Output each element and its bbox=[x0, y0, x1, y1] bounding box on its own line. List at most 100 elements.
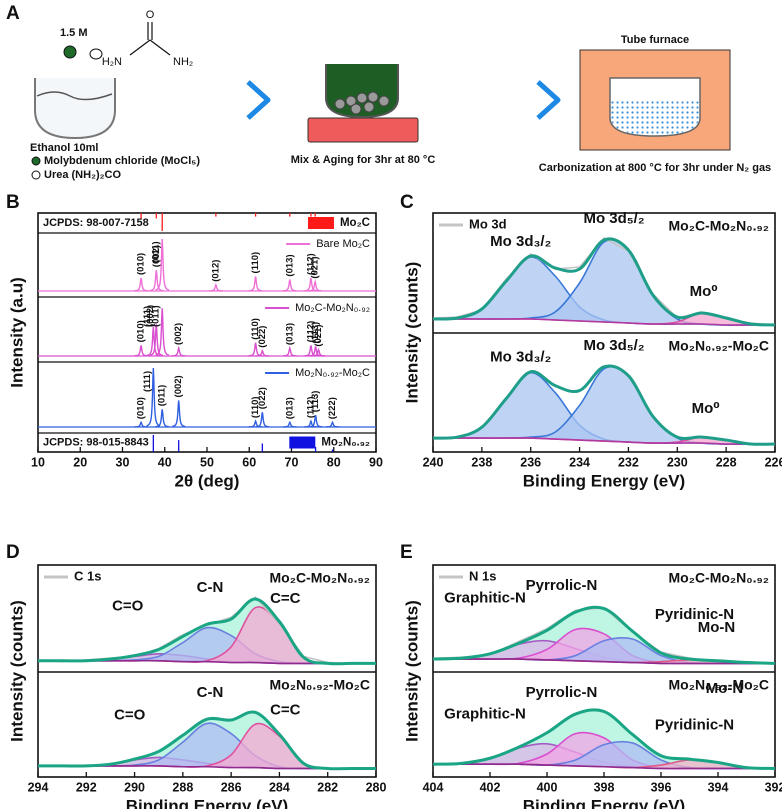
diffraction-peak bbox=[134, 420, 148, 428]
legend-text: Urea (NH₂)₂CO bbox=[44, 169, 121, 181]
envelope-line bbox=[432, 708, 776, 770]
y-axis-title: Intensity (a.u) bbox=[7, 277, 26, 388]
step-text: Mix & Aging for 3hr at 80 °C bbox=[291, 154, 436, 166]
urea-dot bbox=[89, 48, 103, 60]
x-tick-label: 286 bbox=[221, 780, 242, 794]
hkl-label: (113) bbox=[310, 391, 321, 413]
hkl-label: (013) bbox=[284, 254, 295, 276]
diffraction-peak bbox=[304, 277, 318, 292]
legend-text: Molybdenum chloride (MoCl₅) bbox=[44, 155, 200, 167]
component-area bbox=[433, 256, 775, 326]
component-area bbox=[433, 759, 775, 769]
atom: H₂N bbox=[102, 56, 122, 68]
y-axis-title: Intensity (counts) bbox=[402, 600, 421, 742]
hkl-label: (010) bbox=[136, 397, 147, 419]
hkl-label: (012) bbox=[210, 260, 221, 282]
schematic: A 1.5 M O H₂N NH₂ Ethanol 10ml Molybdenu… bbox=[6, 3, 771, 181]
peak-label: Graphitic-N bbox=[444, 589, 526, 606]
hkl-label: (002) bbox=[173, 375, 184, 397]
peak-label: Mo-N bbox=[698, 619, 736, 636]
x-axis-title: Binding Energy (eV) bbox=[126, 796, 288, 809]
panel-letter: A bbox=[6, 3, 20, 24]
peak-label: C=C bbox=[270, 590, 301, 607]
x-tick-label: 284 bbox=[269, 780, 290, 794]
peak-label: C=O bbox=[112, 597, 144, 614]
hkl-label: (222) bbox=[327, 397, 338, 419]
powder bbox=[611, 100, 699, 135]
arrow-head bbox=[246, 80, 271, 120]
diffraction-peak bbox=[149, 324, 164, 357]
hkl-label: (002) bbox=[145, 305, 156, 327]
diffraction-peak bbox=[209, 282, 223, 292]
envelope-line bbox=[38, 597, 376, 666]
diffraction-peak bbox=[308, 346, 323, 357]
legend-swatch bbox=[289, 436, 316, 449]
hotplate bbox=[307, 117, 419, 143]
diffraction-peak bbox=[308, 415, 323, 428]
peak-label: C=C bbox=[270, 701, 301, 718]
diffraction-peak bbox=[255, 412, 270, 428]
stir-balls bbox=[334, 91, 390, 115]
hkl-label: (110) bbox=[250, 252, 261, 274]
sample-label: Mo₂C-Mo₂N₀.₉₂ bbox=[669, 570, 769, 586]
x-axis-title: 2θ (deg) bbox=[175, 471, 240, 490]
background-line bbox=[433, 437, 775, 445]
step-text: Carbonization at 800 °C for 3hr under N₂… bbox=[539, 162, 771, 174]
hkl-label: (010) bbox=[136, 320, 147, 342]
reference-label: JCPDS: 98-007-7158 bbox=[43, 217, 149, 229]
peak-label: Mo⁰ bbox=[690, 283, 718, 300]
x-tick-label: 280 bbox=[366, 780, 387, 794]
legend-dot bbox=[31, 156, 41, 166]
x-tick-label: 288 bbox=[172, 780, 193, 794]
x-tick-label: 236 bbox=[520, 455, 541, 469]
sample-label: Mo₂C-Mo₂N₀.₉₂ bbox=[270, 570, 370, 586]
diffraction-peak bbox=[155, 238, 170, 291]
x-tick-label: 394 bbox=[708, 780, 729, 794]
furnace-label: Tube furnace bbox=[621, 34, 689, 46]
x-axis-title: Binding Energy (eV) bbox=[523, 796, 685, 809]
peak-label: Mo⁰ bbox=[692, 400, 720, 417]
peak-label: Graphitic-N bbox=[444, 706, 526, 723]
hkl-label: (013) bbox=[284, 323, 295, 345]
panel-letter: D bbox=[6, 542, 20, 563]
legend-label: Mo 3d bbox=[469, 216, 507, 231]
peak-label: Mo-N bbox=[706, 680, 744, 697]
panel-letter: B bbox=[6, 192, 20, 213]
x-tick-label: 402 bbox=[480, 780, 501, 794]
envelope-line bbox=[432, 237, 776, 327]
component-area bbox=[433, 366, 775, 445]
peak-label: Pyridinic-N bbox=[655, 606, 734, 623]
panel-letter: C bbox=[400, 192, 414, 213]
x-tick-label: 398 bbox=[594, 780, 615, 794]
x-tick-label: 60 bbox=[242, 455, 256, 469]
diffraction-peak bbox=[134, 277, 148, 292]
atom: O bbox=[146, 9, 155, 21]
x-tick-label: 282 bbox=[317, 780, 338, 794]
x-tick-label: 232 bbox=[618, 455, 639, 469]
y-axis-title: Intensity (counts) bbox=[402, 262, 421, 404]
peak-label: Mo 3d₃/₂ bbox=[490, 233, 551, 250]
envelope-line bbox=[432, 364, 776, 446]
x-tick-label: 234 bbox=[569, 455, 590, 469]
peak-label: Pyridinic-N bbox=[655, 716, 734, 733]
hkl-label: (011) bbox=[151, 305, 162, 327]
reference-label: JCPDS: 98-015-8843 bbox=[43, 436, 149, 448]
legend-label: C 1s bbox=[74, 568, 101, 583]
peak-label: Mo 3d₅/₂ bbox=[583, 210, 644, 227]
x-tick-label: 228 bbox=[716, 455, 737, 469]
peak-label: Pyrrolic-N bbox=[526, 577, 598, 594]
arrow-head bbox=[536, 80, 561, 120]
legend-label: Mo₂C-Mo₂N₀.₉₂ bbox=[295, 302, 370, 314]
hkl-label: (113) bbox=[310, 322, 321, 344]
component-area bbox=[38, 723, 376, 769]
mocl5-dot bbox=[63, 45, 77, 59]
hkl-label: (021) bbox=[310, 256, 321, 278]
envelope-line bbox=[432, 605, 776, 665]
hkl-label: (013) bbox=[284, 397, 295, 419]
hkl-label: (021) bbox=[313, 324, 324, 346]
bond bbox=[129, 39, 151, 56]
x-tick-label: 400 bbox=[537, 780, 558, 794]
component-area bbox=[433, 312, 775, 325]
x-tick-label: 292 bbox=[76, 780, 97, 794]
